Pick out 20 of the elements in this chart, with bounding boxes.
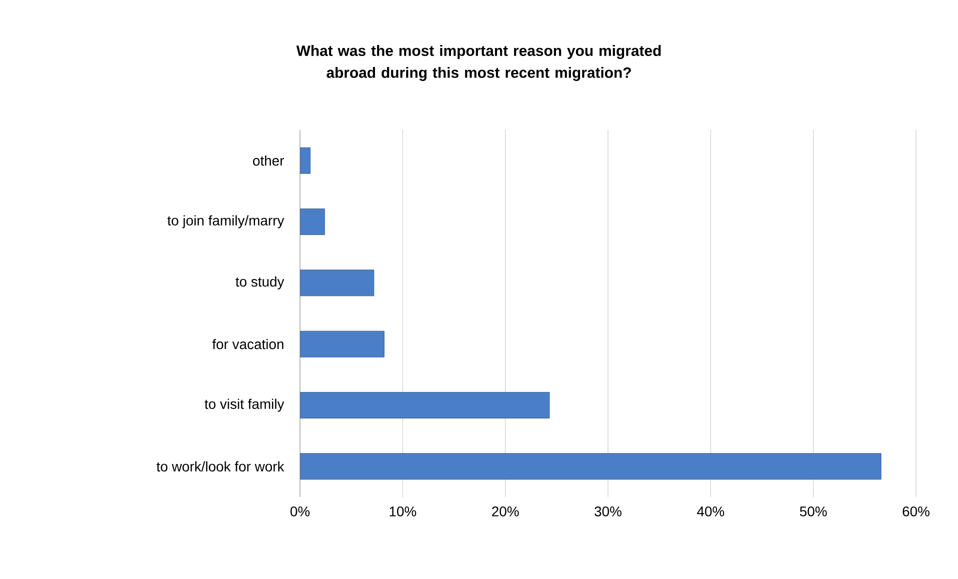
y-tick-label: to study bbox=[236, 276, 284, 290]
y-tick-label: to join family/marry bbox=[167, 215, 284, 228]
bar bbox=[300, 330, 384, 358]
x-tick-label: 10% bbox=[390, 506, 416, 516]
bar bbox=[300, 392, 550, 418]
bar bbox=[300, 270, 374, 296]
x-tick-label: 40% bbox=[697, 506, 724, 516]
chart-title: What was the most important reason you migrated abroad during this most recent migration? bbox=[296, 45, 661, 81]
x-tick-label: 50% bbox=[800, 506, 827, 516]
x-tick-label: 20% bbox=[492, 506, 519, 516]
y-tick-label: for vacation bbox=[212, 338, 284, 350]
bar bbox=[300, 453, 882, 480]
bar bbox=[300, 147, 310, 174]
y-tick-label: to visit family bbox=[204, 398, 284, 412]
x-tick-label: 30% bbox=[594, 506, 622, 516]
bar bbox=[300, 208, 325, 235]
y-tick-label: other bbox=[253, 155, 284, 166]
x-tick-label: 0% bbox=[290, 506, 310, 516]
y-tick-label: to work/look for work bbox=[156, 461, 284, 472]
x-tick-label: 60% bbox=[902, 506, 930, 516]
